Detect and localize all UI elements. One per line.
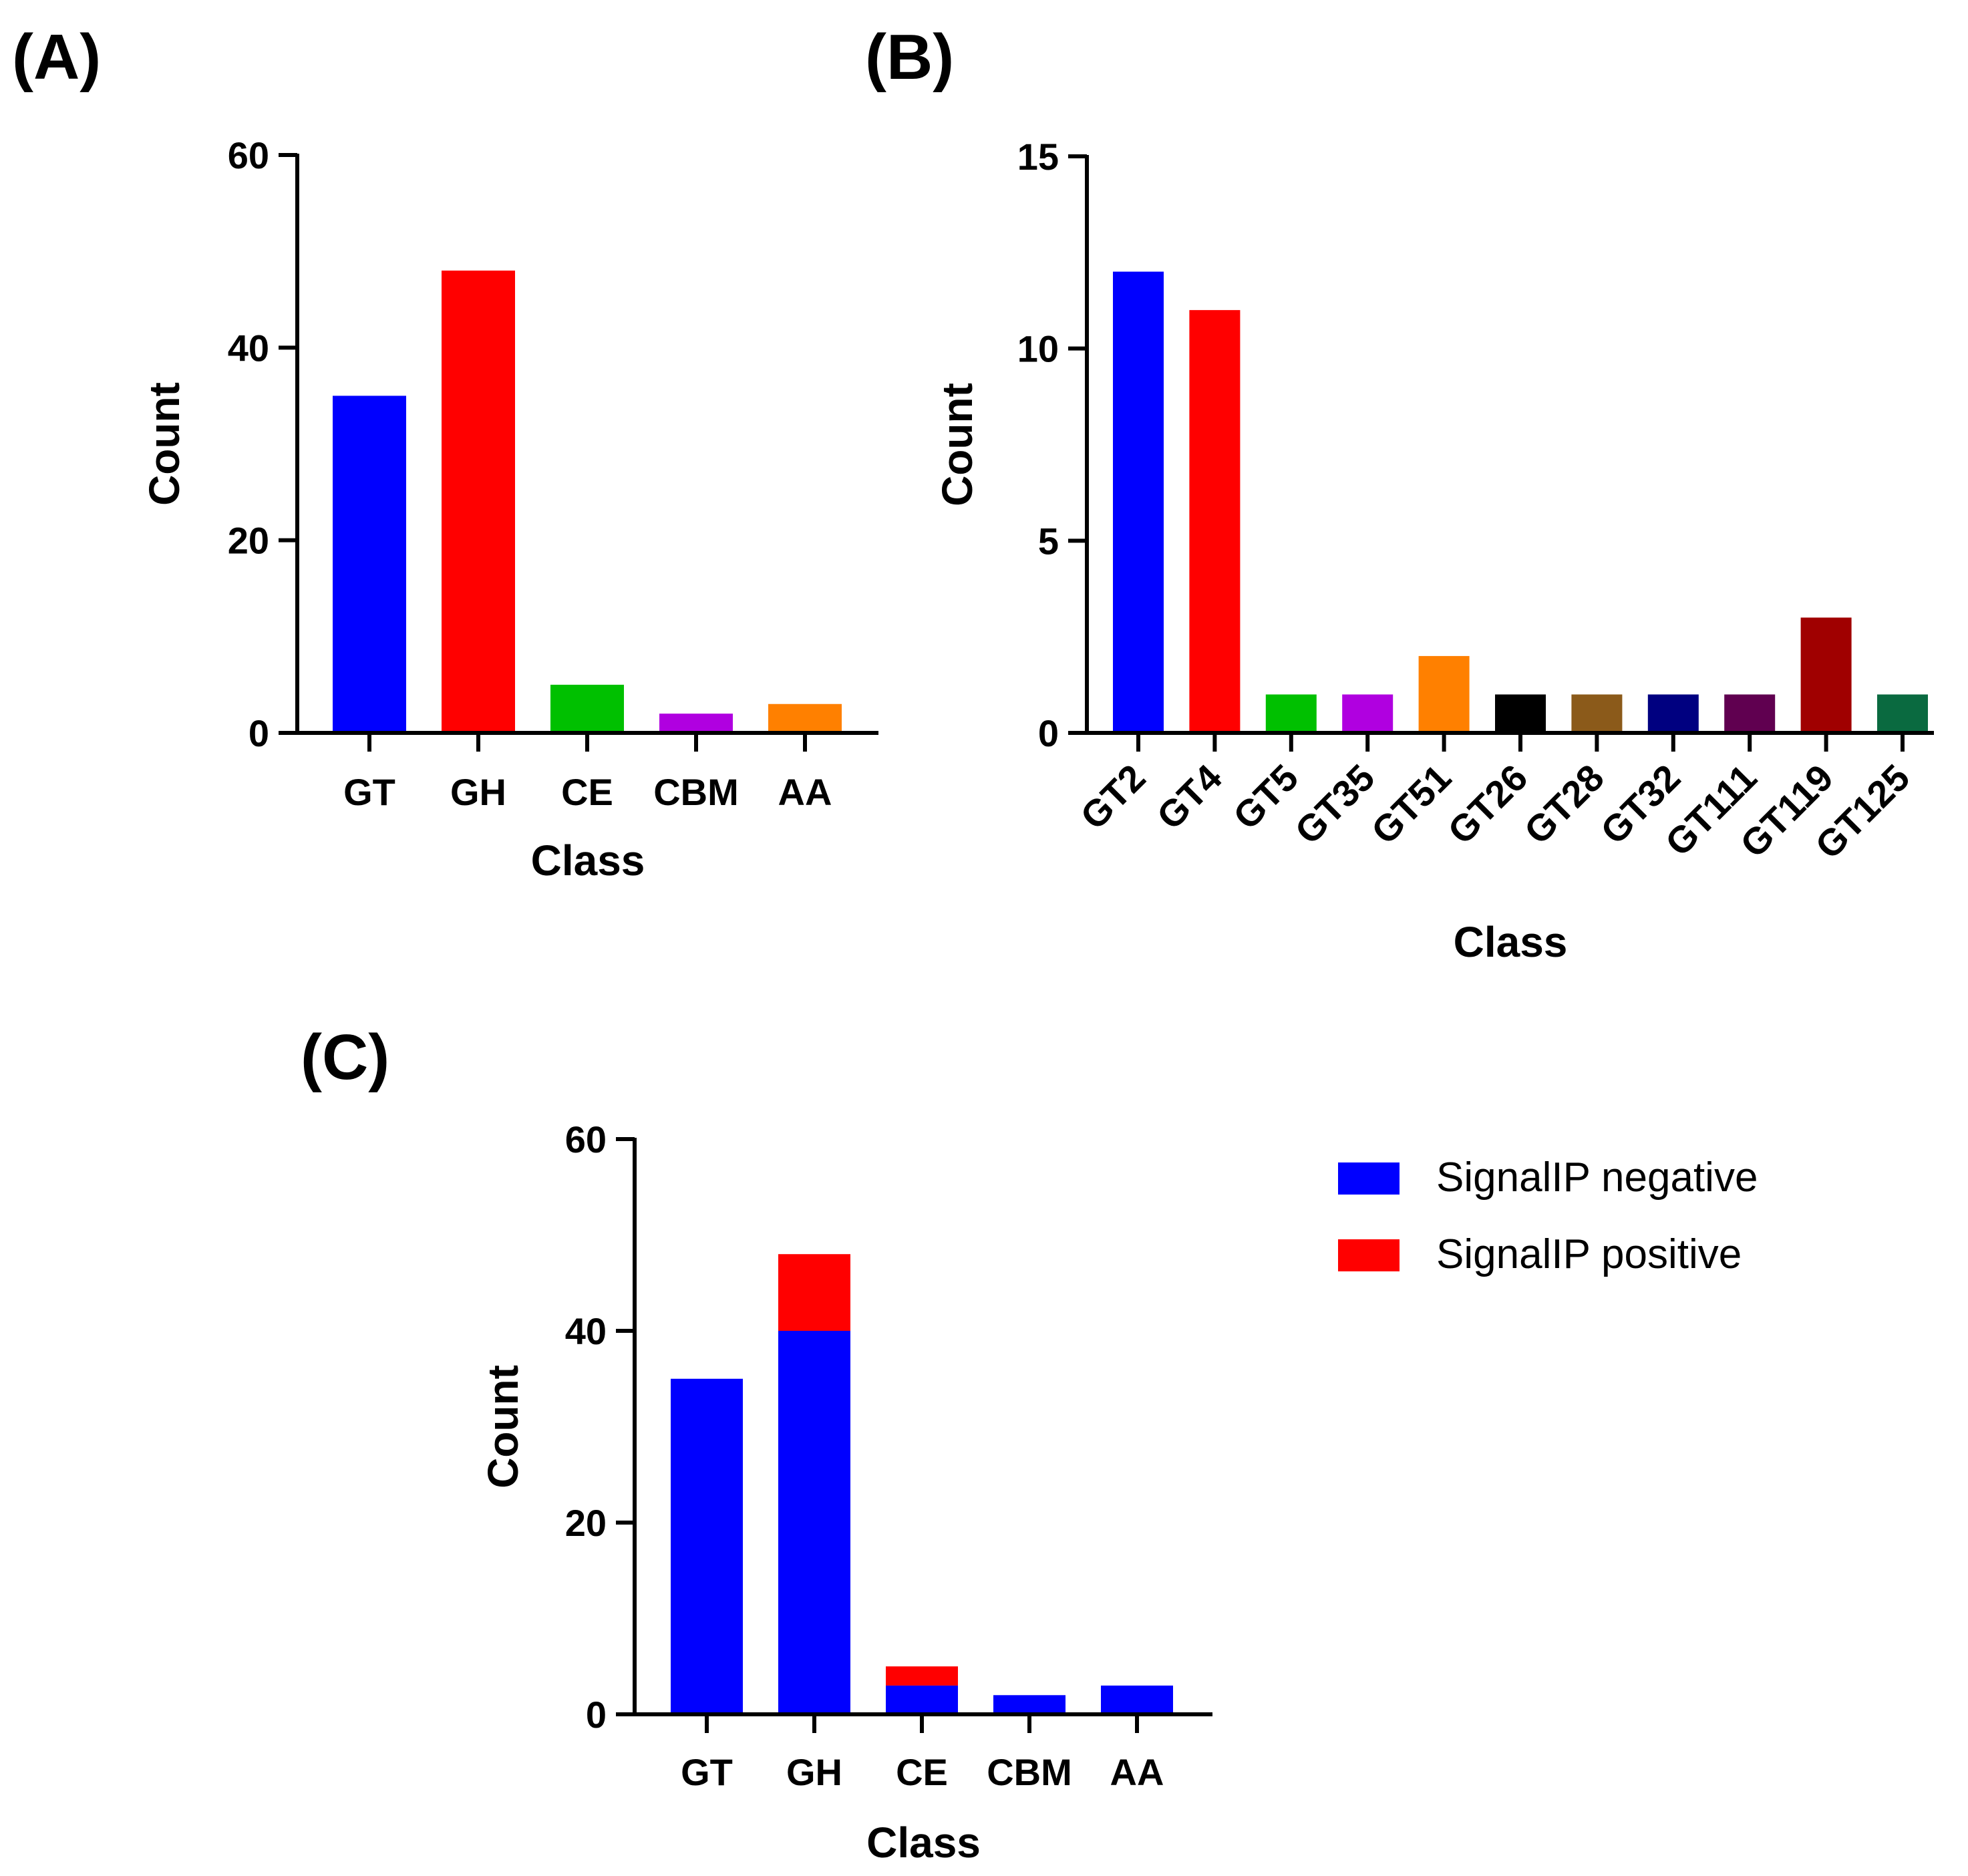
bar-gt2: [1113, 271, 1164, 734]
bar-ce-positive: [886, 1666, 958, 1686]
y-tick-label-10: 10: [1017, 328, 1059, 370]
bar-gh: [442, 271, 515, 733]
x-tick-label-gt35: GT35: [1287, 756, 1383, 852]
bar-gh-positive: [778, 1254, 850, 1331]
y-tick-label-20: 20: [228, 520, 269, 562]
y-tick-label-0: 0: [586, 1694, 607, 1736]
x-axis-title: Class: [531, 836, 645, 885]
legend-label-positive: SignalIP positive: [1436, 1231, 1742, 1277]
bar-gt51: [1418, 655, 1470, 733]
x-tick-label-ce: CE: [896, 1751, 948, 1793]
x-axis-title: Class: [1454, 918, 1568, 966]
x-tick-label-gh: GH: [786, 1751, 842, 1793]
bar-gt111: [1724, 694, 1776, 733]
x-tick-label-gt: GT: [343, 771, 395, 813]
y-tick-label-60: 60: [228, 134, 269, 176]
chart-b: 051015GT2GT4GT5GT35GT51GT26GT28GT32GT111…: [933, 136, 1934, 966]
y-tick-label-0: 0: [249, 712, 269, 754]
bar-gt32: [1647, 694, 1699, 733]
bar-gt125: [1877, 694, 1928, 733]
y-tick-label-40: 40: [228, 327, 269, 369]
x-tick-label-gt28: GT28: [1516, 756, 1612, 852]
x-tick-label-gt2: GT2: [1072, 756, 1154, 838]
bar-gt119: [1800, 617, 1852, 733]
bar-aa-negative: [1101, 1685, 1173, 1714]
bar-gt4: [1189, 310, 1241, 734]
y-tick-label-40: 40: [565, 1310, 607, 1352]
bar-gt35: [1342, 694, 1393, 733]
bar-cbm-negative: [993, 1695, 1065, 1714]
y-tick-label-0: 0: [1038, 712, 1059, 754]
x-tick-label-ce: CE: [561, 771, 613, 813]
x-axis-title: Class: [866, 1819, 981, 1867]
panel-label-a: (A): [12, 21, 101, 93]
y-tick-label-20: 20: [565, 1502, 607, 1544]
legend-c: SignalIP negative SignalIP positive: [1338, 1154, 1758, 1277]
chart-a: 0 20 40 60 GT GH CE CBM AA Class Count: [140, 134, 878, 885]
bar-aa: [768, 704, 842, 733]
x-tick-label-aa: AA: [1110, 1751, 1164, 1793]
bar-gt28: [1571, 694, 1623, 733]
x-tick-label-cbm: CBM: [653, 771, 739, 813]
legend-swatch-positive: [1338, 1239, 1400, 1271]
bar-gt26: [1495, 694, 1546, 733]
bar-gt: [333, 396, 406, 733]
bar-ce: [550, 684, 624, 733]
bar-gt-negative: [671, 1378, 743, 1714]
chart-c: 0 20 40 60 GT GH CE CBM AA Class Count: [479, 1118, 1212, 1867]
y-tick-label-60: 60: [565, 1118, 607, 1160]
panel-label-b: (B): [865, 21, 954, 93]
x-tick-label-gt4: GT4: [1148, 756, 1230, 838]
x-tick-label-gt: GT: [681, 1751, 733, 1793]
bar-gh-negative: [778, 1331, 850, 1714]
y-axis-title: Count: [479, 1365, 527, 1489]
legend-label-negative: SignalIP negative: [1436, 1154, 1758, 1201]
x-tick-label-gt26: GT26: [1440, 756, 1536, 852]
bar-cbm: [659, 714, 733, 733]
y-axis-title: Count: [140, 382, 188, 506]
y-axis-title: Count: [933, 383, 981, 506]
x-tick-label-gh: GH: [450, 771, 506, 813]
x-tick-label-gt51: GT51: [1363, 756, 1459, 852]
y-tick-label-5: 5: [1038, 520, 1059, 562]
panel-label-c: (C): [301, 1022, 389, 1093]
bar-gt5: [1265, 694, 1317, 733]
y-tick-label-15: 15: [1017, 136, 1059, 178]
x-tick-label-aa: AA: [778, 771, 832, 813]
x-tick-label-cbm: CBM: [987, 1751, 1072, 1793]
bar-ce-negative: [886, 1685, 958, 1714]
legend-swatch-negative: [1338, 1162, 1400, 1195]
